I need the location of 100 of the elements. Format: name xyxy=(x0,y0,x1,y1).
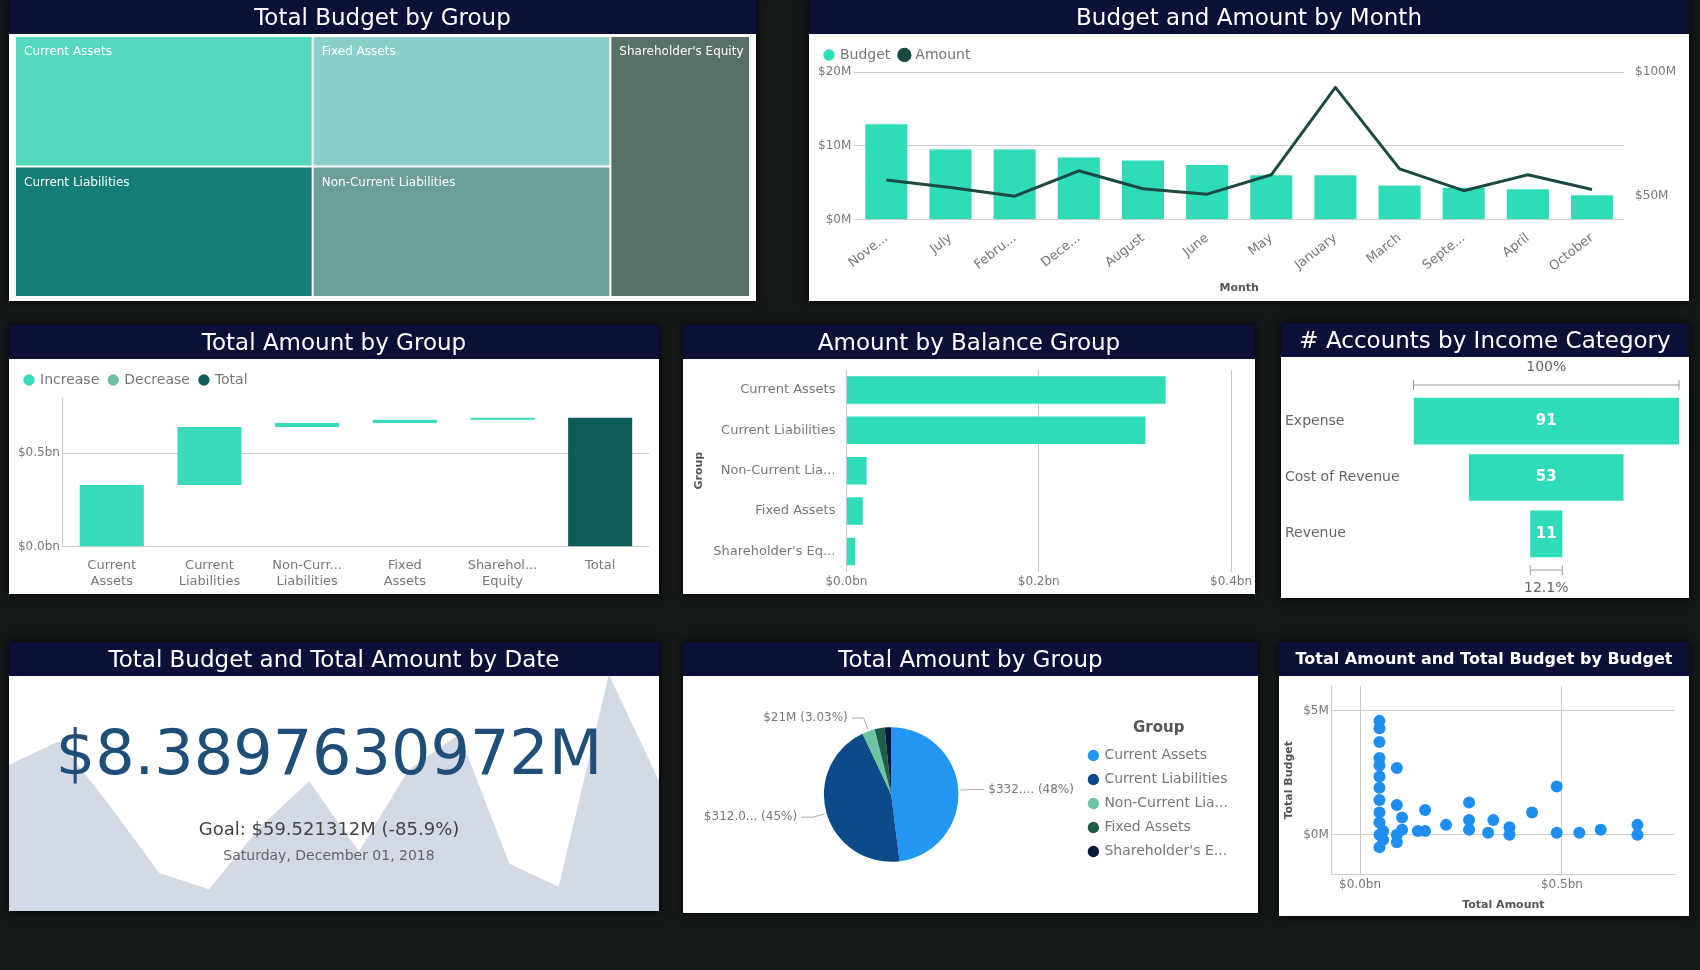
bar xyxy=(1314,175,1357,219)
legend-label: Current Liabilities xyxy=(1104,770,1228,787)
data-label: 11 xyxy=(1535,523,1557,542)
y-tick-label: Current Assets xyxy=(740,381,836,397)
point xyxy=(1526,806,1539,819)
x-tick-label: Fixed Assets xyxy=(383,556,427,588)
x-tick-label: Total xyxy=(583,556,616,572)
bar xyxy=(1121,160,1164,219)
y2-tick-label: $100M xyxy=(1635,64,1677,79)
point xyxy=(1594,823,1607,836)
text: Total Budget by Group xyxy=(9,0,756,34)
bar xyxy=(865,124,908,219)
chart-title: Total Amount by Group xyxy=(9,325,659,359)
text: 12.1% xyxy=(1524,578,1569,595)
point xyxy=(1482,826,1495,839)
bar xyxy=(1186,164,1229,219)
y-tick-label: $0M xyxy=(1303,826,1329,841)
data-label: 91 xyxy=(1535,411,1557,430)
bar xyxy=(1378,185,1421,219)
x-axis-title: Month xyxy=(1219,281,1259,295)
category-label: Shareholder's Equity xyxy=(619,44,744,59)
legend-label: Decrease xyxy=(124,370,190,387)
y-axis-title: Group xyxy=(692,451,706,490)
x-tick-label: $0.4bn xyxy=(1210,573,1253,588)
category-label: Expense xyxy=(1285,411,1345,428)
point xyxy=(1390,761,1403,774)
data-label: 53 xyxy=(1535,467,1557,486)
bar xyxy=(1570,195,1614,219)
bar xyxy=(846,497,863,525)
legend-label: Increase xyxy=(40,370,100,387)
annotation: $8.3897630972M xyxy=(54,715,604,789)
y-tick-label: Non-Current Lia... xyxy=(720,462,836,478)
bar xyxy=(275,423,340,427)
bar xyxy=(846,456,867,485)
point xyxy=(1396,811,1409,824)
data-label: $332.... (48%) xyxy=(988,781,1074,796)
x-tick-label: Current Liabilities xyxy=(178,556,241,588)
text: # Accounts by Income Category xyxy=(1281,323,1689,357)
point xyxy=(1550,780,1563,793)
y2-tick-label: $50M xyxy=(1635,188,1669,203)
category-label: Fixed Assets xyxy=(321,44,396,59)
point xyxy=(1396,823,1409,836)
point xyxy=(1373,794,1386,807)
annotation: Goal: $59.521312M (-85.9%) xyxy=(197,818,461,840)
point xyxy=(1373,806,1386,819)
bar xyxy=(929,149,972,219)
x-tick-label: July xyxy=(925,229,955,257)
legend-label: Current Assets xyxy=(1104,746,1207,763)
y-tick-label: $0M xyxy=(825,211,852,226)
legend-label: Total xyxy=(213,370,248,387)
bar xyxy=(993,149,1036,219)
chart-title: Budget and Amount by Month xyxy=(809,0,1689,34)
x-tick-label: May xyxy=(1244,229,1276,259)
legend-title: Group xyxy=(1132,717,1185,736)
x-tick-label: $0.2bn xyxy=(1017,573,1060,588)
bar xyxy=(568,417,633,547)
legend-label: Non-Current Lia... xyxy=(1104,794,1229,811)
category-label: Cost of Revenue xyxy=(1285,468,1400,485)
point xyxy=(1463,796,1476,809)
point xyxy=(1463,813,1476,826)
point xyxy=(1440,818,1453,831)
chart-title: Total Budget and Total Amount by Date xyxy=(9,642,659,676)
point xyxy=(1573,826,1586,839)
y-tick-label: $10M xyxy=(817,137,852,152)
bar xyxy=(1506,189,1549,219)
chart-title: Total Amount and Total Budget by Budget xyxy=(1279,642,1689,676)
y-axis-title: Total Budget xyxy=(1282,741,1296,820)
point xyxy=(1373,781,1386,794)
bar xyxy=(177,426,242,486)
x-tick-label: Sharehol... Equity xyxy=(467,556,538,588)
chart-title: Amount by Balance Group xyxy=(683,325,1255,359)
chart-title: Total Amount by Group xyxy=(683,642,1258,676)
bar xyxy=(846,376,1166,404)
legend-label: Amount xyxy=(915,45,971,62)
x-tick-label: Non-Curr... Liabilities xyxy=(272,556,342,588)
legend-label: Budget xyxy=(840,45,891,62)
bar xyxy=(1057,157,1100,219)
point xyxy=(1487,813,1500,826)
bar xyxy=(1250,175,1293,219)
y-tick-label: Shareholder's Eq... xyxy=(713,542,836,558)
bar xyxy=(1442,187,1485,219)
point xyxy=(1373,735,1386,748)
data-label: $21M (3.03%) xyxy=(763,710,848,725)
legend-label: Shareholder's E... xyxy=(1104,842,1228,859)
legend-label: Fixed Assets xyxy=(1104,818,1191,835)
text: 100% xyxy=(1526,357,1567,374)
point xyxy=(1419,804,1432,817)
point xyxy=(1550,826,1563,839)
category-label: Revenue xyxy=(1285,524,1346,541)
point xyxy=(1631,828,1644,841)
y-tick-label: Fixed Assets xyxy=(755,502,836,518)
point xyxy=(1373,770,1386,783)
bar xyxy=(79,485,144,547)
category-label: Non-Current Liabilities xyxy=(321,174,456,189)
x-axis-title: Total Amount xyxy=(1462,898,1545,912)
bar xyxy=(846,416,1146,445)
x-tick-label: Current Assets xyxy=(87,556,137,588)
y-tick-label: $20M xyxy=(817,64,852,79)
point xyxy=(1390,799,1403,812)
y-tick-label: $5M xyxy=(1303,703,1329,718)
